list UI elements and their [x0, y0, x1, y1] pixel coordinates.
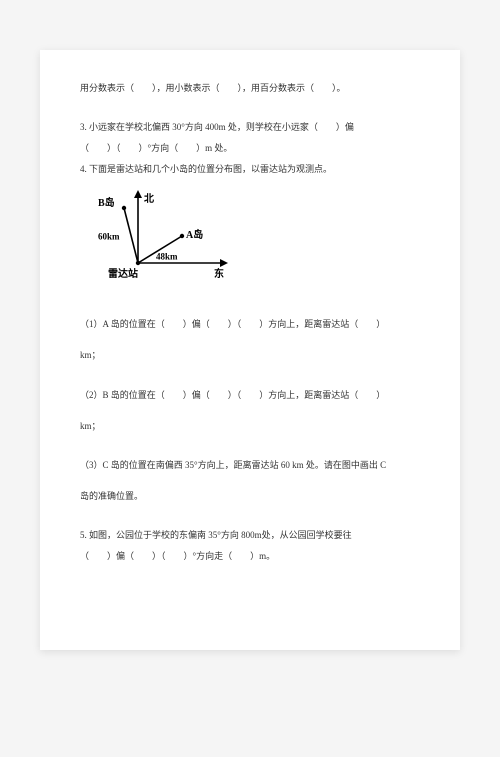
q4-2: （2）B 岛的位置在（ ）偏（ ）（ ）方向上，距离雷达站（ ） [80, 387, 420, 404]
q4-3b: 岛的准确位置。 [80, 488, 420, 505]
svg-text:东: 东 [214, 267, 224, 280]
q3-line-b: （ ）（ ）°方向（ ）m 处。 [80, 140, 420, 157]
q4-3a: （3）C 岛的位置在南偏西 35°方向上，距离雷达站 60 km 处。请在图中画… [80, 457, 420, 474]
svg-text:北: 北 [144, 192, 154, 205]
svg-text:B岛: B岛 [98, 196, 115, 209]
radar-diagram: 北东 B岛 60km A岛 48km 雷达站 [90, 188, 420, 298]
svg-text:A岛: A岛 [186, 228, 203, 241]
worksheet-page: 用分数表示（ ），用小数表示（ ），用百分数表示（ ）。 3. 小远家在学校北偏… [40, 50, 460, 650]
q4-2-km: km； [80, 418, 420, 435]
q4-line: 4. 下面是雷达站和几个小岛的位置分布图，以雷达站为观测点。 [80, 161, 420, 178]
q5-line-a: 5. 如图，公园位于学校的东偏南 35°方向 800m处，从公园回学校要往 [80, 527, 420, 544]
q5-line-b: （ ）偏（ ）（ ）°方向走（ ）m。 [80, 548, 420, 565]
intro-line: 用分数表示（ ），用小数表示（ ），用百分数表示（ ）。 [80, 80, 420, 97]
q4-1-km: km； [80, 347, 420, 364]
svg-text:60km: 60km [98, 232, 120, 242]
svg-text:48km: 48km [156, 252, 178, 262]
q3-line-a: 3. 小远家在学校北偏西 30°方向 400m 处，则学校在小远家（ ）偏 [80, 119, 420, 136]
q4-1: （1）A 岛的位置在（ ）偏（ ）（ ）方向上，距离雷达站（ ） [80, 316, 420, 333]
radar-svg: 北东 B岛 60km A岛 48km 雷达站 [90, 188, 230, 298]
svg-text:雷达站: 雷达站 [108, 267, 138, 280]
